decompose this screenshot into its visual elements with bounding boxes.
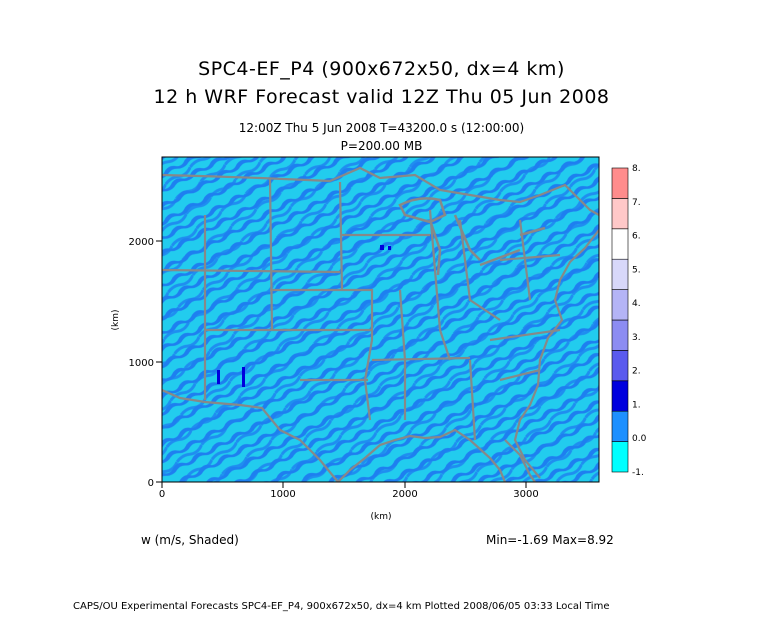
colorbar-swatch — [611, 410, 629, 442]
map-boundaries — [162, 166, 599, 482]
northern-border — [162, 166, 599, 216]
max-w-spots — [217, 245, 391, 387]
lake-michigan — [428, 219, 442, 276]
x-tick-labels: 0 1000 2000 3000 (km) — [159, 489, 539, 522]
x-axis — [161, 482, 527, 488]
state-line — [270, 288, 374, 421]
colorbar-level-label: 6. — [632, 232, 641, 242]
map-frame — [161, 156, 600, 483]
state-line — [499, 253, 561, 262]
state-line — [458, 219, 501, 321]
colorbar-level-label: -1. — [632, 468, 644, 478]
x-tick-label: 0 — [159, 489, 165, 500]
lake-ontario — [519, 226, 546, 237]
mexico-border — [162, 388, 339, 482]
colorbar-level-label: 2. — [632, 367, 641, 377]
state-line — [371, 356, 471, 362]
colorbar: -1. 0.0 1. 2. 3. 4. 5. 6. 7. 8. — [611, 164, 647, 478]
east-coast — [513, 229, 599, 479]
colorbar-swatch — [611, 289, 629, 321]
state-line — [489, 328, 561, 342]
valid-time-label: 12:00Z Thu 5 Jun 2008 T=43200.0 s (12:00… — [238, 121, 525, 135]
state-line — [428, 209, 452, 361]
y-tick-label: 0 — [148, 478, 154, 489]
colorbar-swatch — [611, 319, 629, 351]
wind-field-texture — [162, 157, 599, 482]
x-axis-label: (km) — [370, 512, 391, 522]
lake-erie — [479, 248, 521, 267]
map-area — [161, 156, 600, 483]
state-line — [268, 177, 274, 331]
colorbar-swatch — [611, 441, 629, 473]
colorbar-swatch — [611, 380, 629, 412]
x-tick-label: 2000 — [392, 489, 417, 500]
y-tick-label: 2000 — [129, 237, 154, 248]
x-tick-label: 1000 — [270, 489, 295, 500]
pressure-level-label: P=200.00 MB — [340, 139, 423, 153]
y-tick-label: 1000 — [129, 358, 154, 369]
plot-title-line2: 12 h WRF Forecast valid 12Z Thu 05 Jun 2… — [153, 86, 610, 108]
footer-label: CAPS/OU Experimental Forecasts SPC4-EF_P… — [73, 601, 610, 612]
y-tick-labels: 0 1000 2000 — [129, 237, 154, 489]
y-axis-label: (km) — [111, 309, 121, 330]
gulf-coast — [337, 428, 507, 482]
field-label: w (m/s, Shaded) — [141, 533, 239, 547]
y-axis — [156, 240, 162, 483]
colorbar-swatch — [611, 167, 629, 199]
plot-title-line1: SPC4-EF_P4 (900x672x50, dx=4 km) — [198, 58, 565, 80]
colorbar-level-label: 5. — [632, 265, 641, 275]
state-line — [162, 268, 341, 274]
colorbar-swatch — [611, 228, 629, 260]
colorbar-swatch — [611, 350, 629, 382]
x-tick-label: 3000 — [513, 489, 538, 500]
colorbar-level-label: 0.0 — [632, 434, 647, 444]
lake-huron — [453, 214, 481, 261]
state-line — [468, 359, 477, 441]
colorbar-level-label: 7. — [632, 198, 641, 208]
colorbar-level-label: 3. — [632, 333, 641, 343]
colorbar-level-label: 4. — [632, 299, 641, 309]
colorbar-swatch — [611, 258, 629, 290]
lake-superior — [398, 197, 447, 224]
colorbar-level-label: 8. — [632, 164, 641, 174]
colorbar-swatch — [611, 198, 629, 230]
florida-coast — [504, 439, 536, 482]
min-max-label: Min=-1.69 Max=8.92 — [486, 533, 614, 547]
colorbar-level-label: 1. — [632, 400, 641, 410]
state-line — [499, 368, 541, 382]
